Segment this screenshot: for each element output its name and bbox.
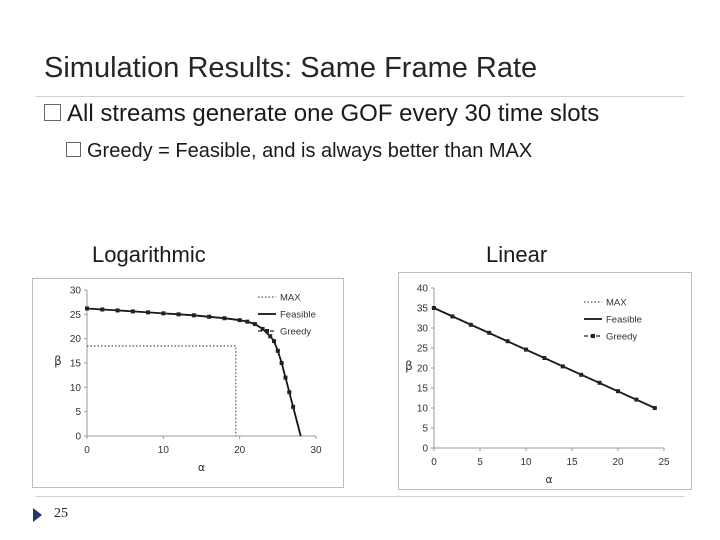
greedy-marker — [237, 318, 242, 323]
greedy-marker — [100, 307, 105, 312]
greedy-marker — [291, 404, 296, 409]
greedy-marker — [130, 309, 135, 314]
greedy-marker — [468, 322, 473, 327]
x-tick-label: 25 — [658, 457, 670, 468]
bullet-box-icon — [66, 142, 81, 157]
greedy-marker — [252, 322, 257, 327]
greedy-marker — [146, 310, 151, 315]
bullet-level-2: Greedy = Feasible, and is always better … — [66, 140, 532, 163]
y-tick-label: 5 — [422, 424, 428, 435]
y-tick-label: 25 — [417, 344, 429, 355]
y-tick-label: 40 — [417, 284, 429, 295]
chart-frame — [398, 272, 692, 490]
x-tick-label: 20 — [612, 457, 624, 468]
bullet-box-icon — [44, 104, 61, 121]
y-tick-label: 20 — [417, 364, 429, 375]
legend-label-max: MAX — [280, 293, 301, 304]
bullet-2-text: Greedy = Feasible, and is always better … — [87, 140, 533, 162]
greedy-marker — [283, 375, 288, 380]
greedy-marker — [634, 397, 639, 402]
greedy-marker — [245, 319, 250, 324]
greedy-marker — [272, 339, 277, 344]
greedy-marker — [524, 347, 528, 352]
greedy-marker — [260, 326, 265, 331]
greedy-marker — [579, 372, 584, 377]
greedy-marker — [616, 389, 620, 394]
greedy-marker — [450, 314, 455, 319]
series-line-max — [87, 345, 237, 436]
x-tick-label: 10 — [520, 457, 532, 468]
y-tick-label: 25 — [70, 310, 82, 321]
greedy-marker — [191, 313, 196, 318]
legend-label-feasible: Feasible — [280, 310, 316, 321]
legend-marker — [591, 334, 595, 338]
y-tick-label: 5 — [75, 407, 81, 418]
title-divider — [36, 96, 684, 97]
greedy-marker — [275, 348, 280, 353]
legend-marker — [265, 329, 269, 333]
greedy-marker — [432, 306, 436, 310]
greedy-marker — [176, 312, 181, 317]
page-marker-icon — [33, 508, 42, 522]
x-axis-label: α — [545, 473, 552, 486]
linear-chart: 0 5 10 15 20 25 0 5 10 15 20 25 30 35 40 α β MAX Feasible G… — [398, 272, 692, 490]
greedy-marker — [542, 356, 547, 360]
chart-frame — [32, 278, 344, 488]
greedy-marker — [268, 334, 273, 339]
legend-label-feasible: Feasible — [606, 315, 642, 326]
bullet-1-text: All streams generate one GOF every 30 ti… — [67, 100, 600, 127]
page-number: 25 — [54, 506, 68, 521]
greedy-marker — [560, 364, 565, 369]
y-tick-label: 0 — [422, 444, 428, 455]
greedy-marker — [115, 308, 120, 313]
y-tick-label: 15 — [70, 359, 82, 370]
x-tick-label: 0 — [431, 457, 437, 468]
legend-label-max: MAX — [606, 298, 627, 309]
footer-divider — [36, 496, 684, 497]
greedy-marker — [207, 314, 212, 319]
x-tick-label: 5 — [477, 457, 483, 468]
greedy-marker — [487, 330, 492, 335]
slide-title: Simulation Results: Same Frame Rate — [44, 52, 538, 84]
y-tick-label: 10 — [70, 383, 82, 394]
greedy-marker — [597, 380, 602, 385]
y-tick-label: 20 — [70, 334, 82, 345]
y-tick-label: 10 — [417, 404, 429, 415]
y-tick-label: 15 — [417, 384, 429, 395]
logarithmic-chart: 0 10 20 30 0 5 10 15 20 25 30 α β MAX Feasible Greedy — [32, 278, 344, 488]
greedy-marker — [652, 406, 657, 410]
legend-label-greedy: Greedy — [280, 327, 311, 338]
y-tick-label: 35 — [417, 304, 429, 315]
x-tick-label: 15 — [566, 457, 578, 468]
x-axis-label: α — [198, 461, 205, 474]
y-axis-label: β — [405, 359, 413, 373]
y-axis-label: β — [54, 354, 62, 368]
chart-subtitle-logarithmic: Logarithmic — [92, 242, 206, 267]
legend-label-greedy: Greedy — [606, 332, 637, 343]
x-tick-label: 0 — [84, 445, 90, 456]
x-tick-label: 20 — [234, 445, 246, 456]
x-tick-label: 30 — [310, 445, 322, 456]
bullet-level-1: All streams generate one GOF every 30 ti… — [44, 100, 599, 128]
greedy-marker — [505, 339, 510, 344]
greedy-marker — [279, 361, 284, 365]
greedy-marker — [222, 316, 227, 321]
greedy-marker — [85, 306, 89, 311]
x-tick-label: 10 — [158, 445, 170, 456]
y-tick-label: 30 — [417, 324, 429, 335]
greedy-marker — [287, 390, 292, 395]
greedy-marker — [161, 311, 166, 316]
chart-subtitle-linear: Linear — [486, 242, 548, 267]
y-tick-label: 30 — [70, 286, 82, 297]
y-tick-label: 0 — [75, 432, 81, 443]
